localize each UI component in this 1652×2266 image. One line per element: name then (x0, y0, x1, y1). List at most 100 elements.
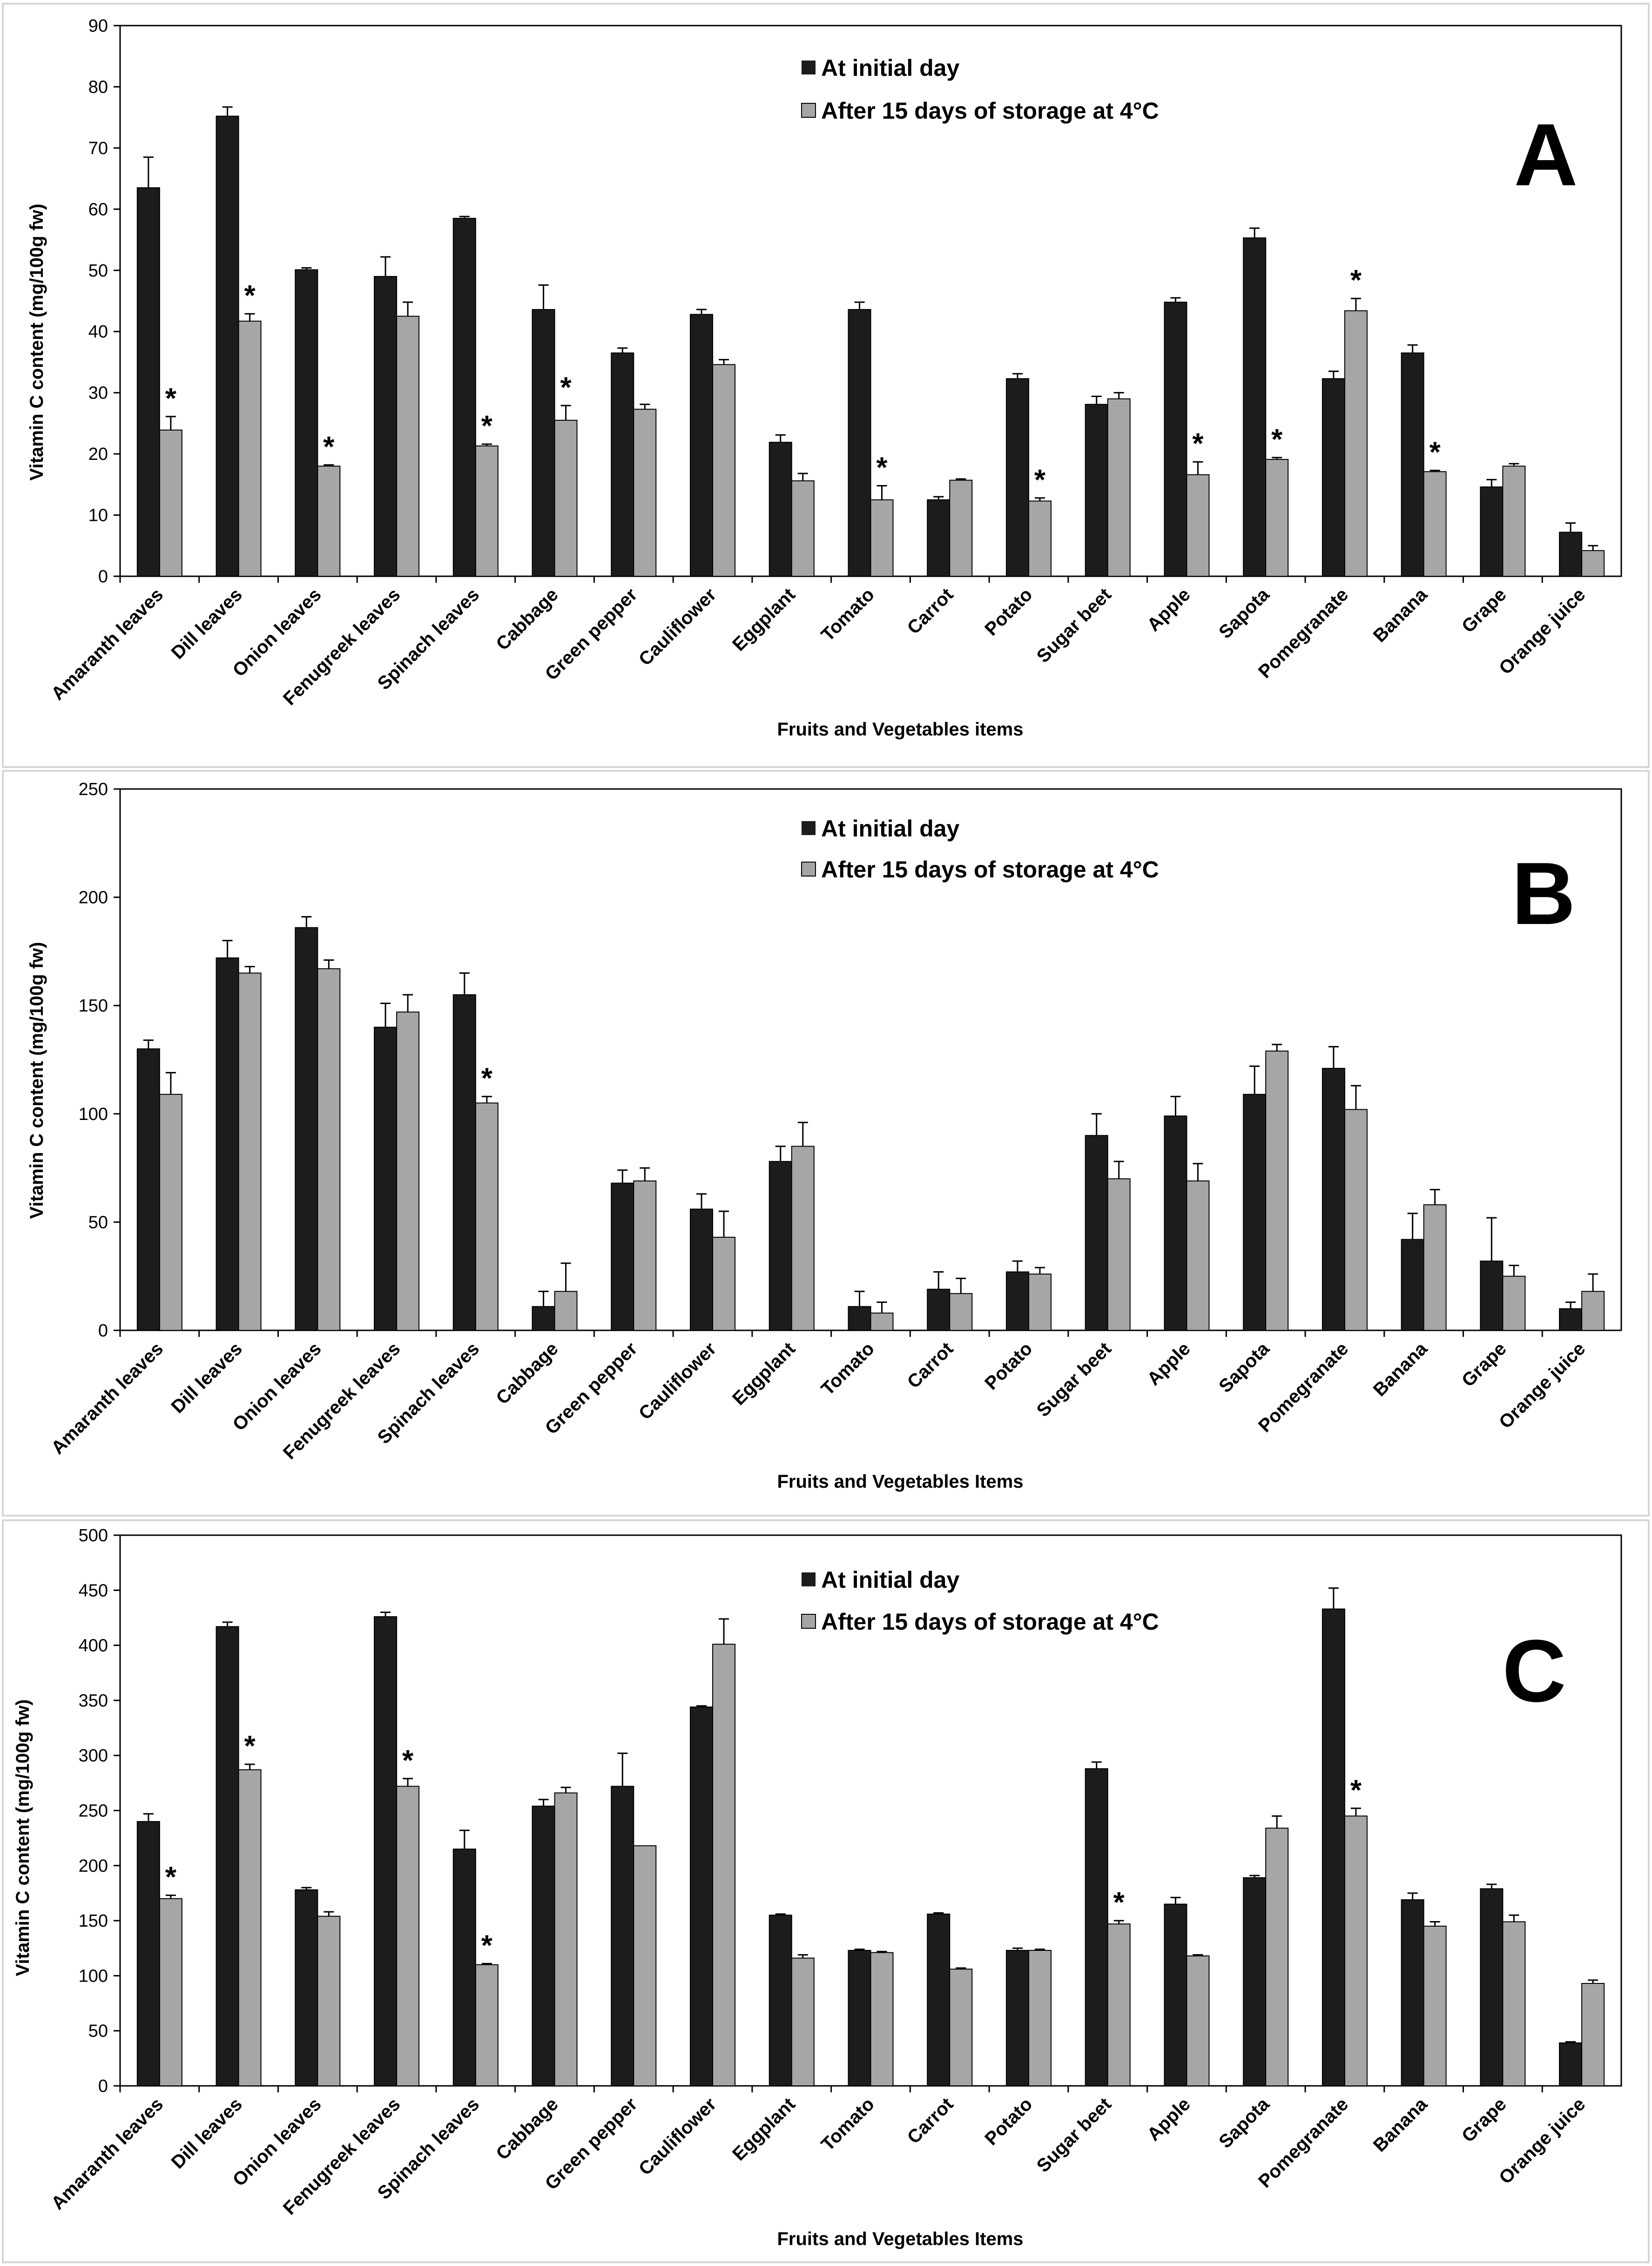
bar-stored (396, 1012, 420, 1331)
bar-stored (870, 1952, 894, 2086)
y-tick-label: 90 (88, 16, 108, 36)
bar-stored (1423, 1204, 1447, 1331)
y-tick-label: 350 (79, 1691, 108, 1711)
bar-initial (1401, 352, 1424, 577)
legend-swatch-stored (801, 862, 816, 877)
y-tick-label: 100 (79, 1105, 108, 1124)
bar-initial (1243, 1877, 1267, 2086)
panel-letter: A (1514, 106, 1578, 204)
bar-stored (1344, 1109, 1368, 1331)
legend-label-stored: After 15 days of storage at 4°C (821, 1609, 1159, 1635)
significance-star: * (1113, 1887, 1125, 1919)
bar-stored (712, 1236, 736, 1331)
y-tick-label: 500 (79, 1526, 108, 1545)
bar-stored (1265, 1050, 1289, 1331)
y-tick-label: 400 (79, 1636, 108, 1656)
bar-initial (532, 309, 555, 577)
bar-stored (1344, 310, 1368, 577)
bar-stored (238, 972, 262, 1331)
bar-initial (216, 1626, 239, 2086)
significance-star: * (244, 280, 256, 312)
significance-star: * (1429, 437, 1441, 469)
significance-star: * (1350, 264, 1362, 297)
legend-swatch-initial (802, 821, 816, 835)
bar-initial (611, 1786, 634, 2086)
bar-initial (690, 1706, 714, 2086)
bar-stored (949, 1293, 973, 1331)
bar-initial (690, 1208, 714, 1331)
legend-swatch-initial (802, 1572, 816, 1586)
bar-initial (927, 499, 951, 577)
bar-initial (374, 276, 398, 577)
significance-star: * (323, 431, 335, 463)
x-axis-title: Fruits and Vegetables items (777, 719, 1023, 740)
bar-stored (159, 429, 182, 577)
bar-stored (1423, 471, 1447, 577)
bar-stored (1423, 1925, 1447, 2087)
legend-swatch-initial (802, 61, 816, 74)
significance-star: * (481, 1063, 493, 1095)
bar-initial (532, 1806, 555, 2086)
y-tick-label: 250 (79, 1801, 108, 1821)
bar-stored (791, 480, 815, 577)
y-tick-label: 50 (88, 1213, 108, 1232)
bar-stored (1502, 465, 1526, 577)
bar-initial (1322, 1608, 1345, 2086)
y-axis-title: Vitamin C content (mg/100g fw) (13, 1700, 33, 1976)
bar-stored (1581, 1291, 1605, 1331)
bar-initial (295, 1889, 318, 2087)
bar-initial (1085, 1768, 1108, 2087)
panel-letter: C (1502, 1622, 1566, 1720)
bar-stored (712, 1644, 736, 2086)
bar-stored (633, 1845, 657, 2086)
bar-initial (1322, 378, 1345, 577)
significance-star: * (244, 1730, 256, 1762)
bar-initial (532, 1306, 555, 1331)
bar-initial (1085, 404, 1108, 577)
bar-initial (848, 1949, 871, 2086)
bar-initial (374, 1026, 398, 1331)
bar-stored (1186, 1180, 1210, 1331)
bar-stored (317, 1915, 341, 2087)
significance-star: * (402, 1745, 414, 1777)
bar-initial (690, 314, 714, 577)
legend-label-initial: At initial day (821, 816, 959, 842)
bar-initial (1005, 1949, 1029, 2086)
legend-label-stored: After 15 days of storage at 4°C (821, 98, 1159, 124)
bar-stored (1186, 474, 1210, 577)
bar-initial (136, 1048, 160, 1331)
panel-letter: B (1511, 844, 1575, 943)
y-axis-title: Vitamin C content (mg/100g fw) (27, 204, 47, 481)
bar-initial (1480, 486, 1504, 577)
significance-star: * (1350, 1774, 1362, 1807)
bar-stored (1107, 398, 1131, 577)
bar-initial (452, 994, 476, 1331)
bar-initial (1401, 1899, 1424, 2086)
bar-stored (870, 499, 894, 577)
bar-stored (475, 445, 499, 577)
bar-initial (1322, 1068, 1345, 1331)
bar-initial (452, 218, 476, 577)
bar-initial (1005, 1271, 1029, 1331)
bar-stored (475, 1964, 499, 2087)
bar-initial (1005, 378, 1029, 577)
bar-stored (1028, 500, 1052, 577)
bar-stored (949, 1969, 973, 2087)
bar-stored (1581, 1983, 1605, 2086)
y-tick-label: 80 (88, 77, 108, 97)
y-tick-label: 60 (88, 200, 108, 219)
significance-star: * (481, 410, 493, 442)
significance-star: * (560, 371, 572, 404)
bar-stored (791, 1146, 815, 1331)
bar-initial (452, 1848, 476, 2087)
bar-initial (769, 1915, 792, 2087)
bar-initial (1559, 532, 1583, 577)
bar-stored (238, 320, 262, 577)
bar-stored (1265, 1828, 1289, 2086)
x-axis-title: Fruits and Vegetables Items (777, 2229, 1023, 2249)
significance-star: * (1034, 464, 1046, 496)
legend-label-initial: At initial day (821, 1567, 959, 1593)
bar-stored (159, 1093, 182, 1331)
y-tick-label: 50 (88, 261, 108, 281)
significance-star: * (165, 383, 177, 415)
